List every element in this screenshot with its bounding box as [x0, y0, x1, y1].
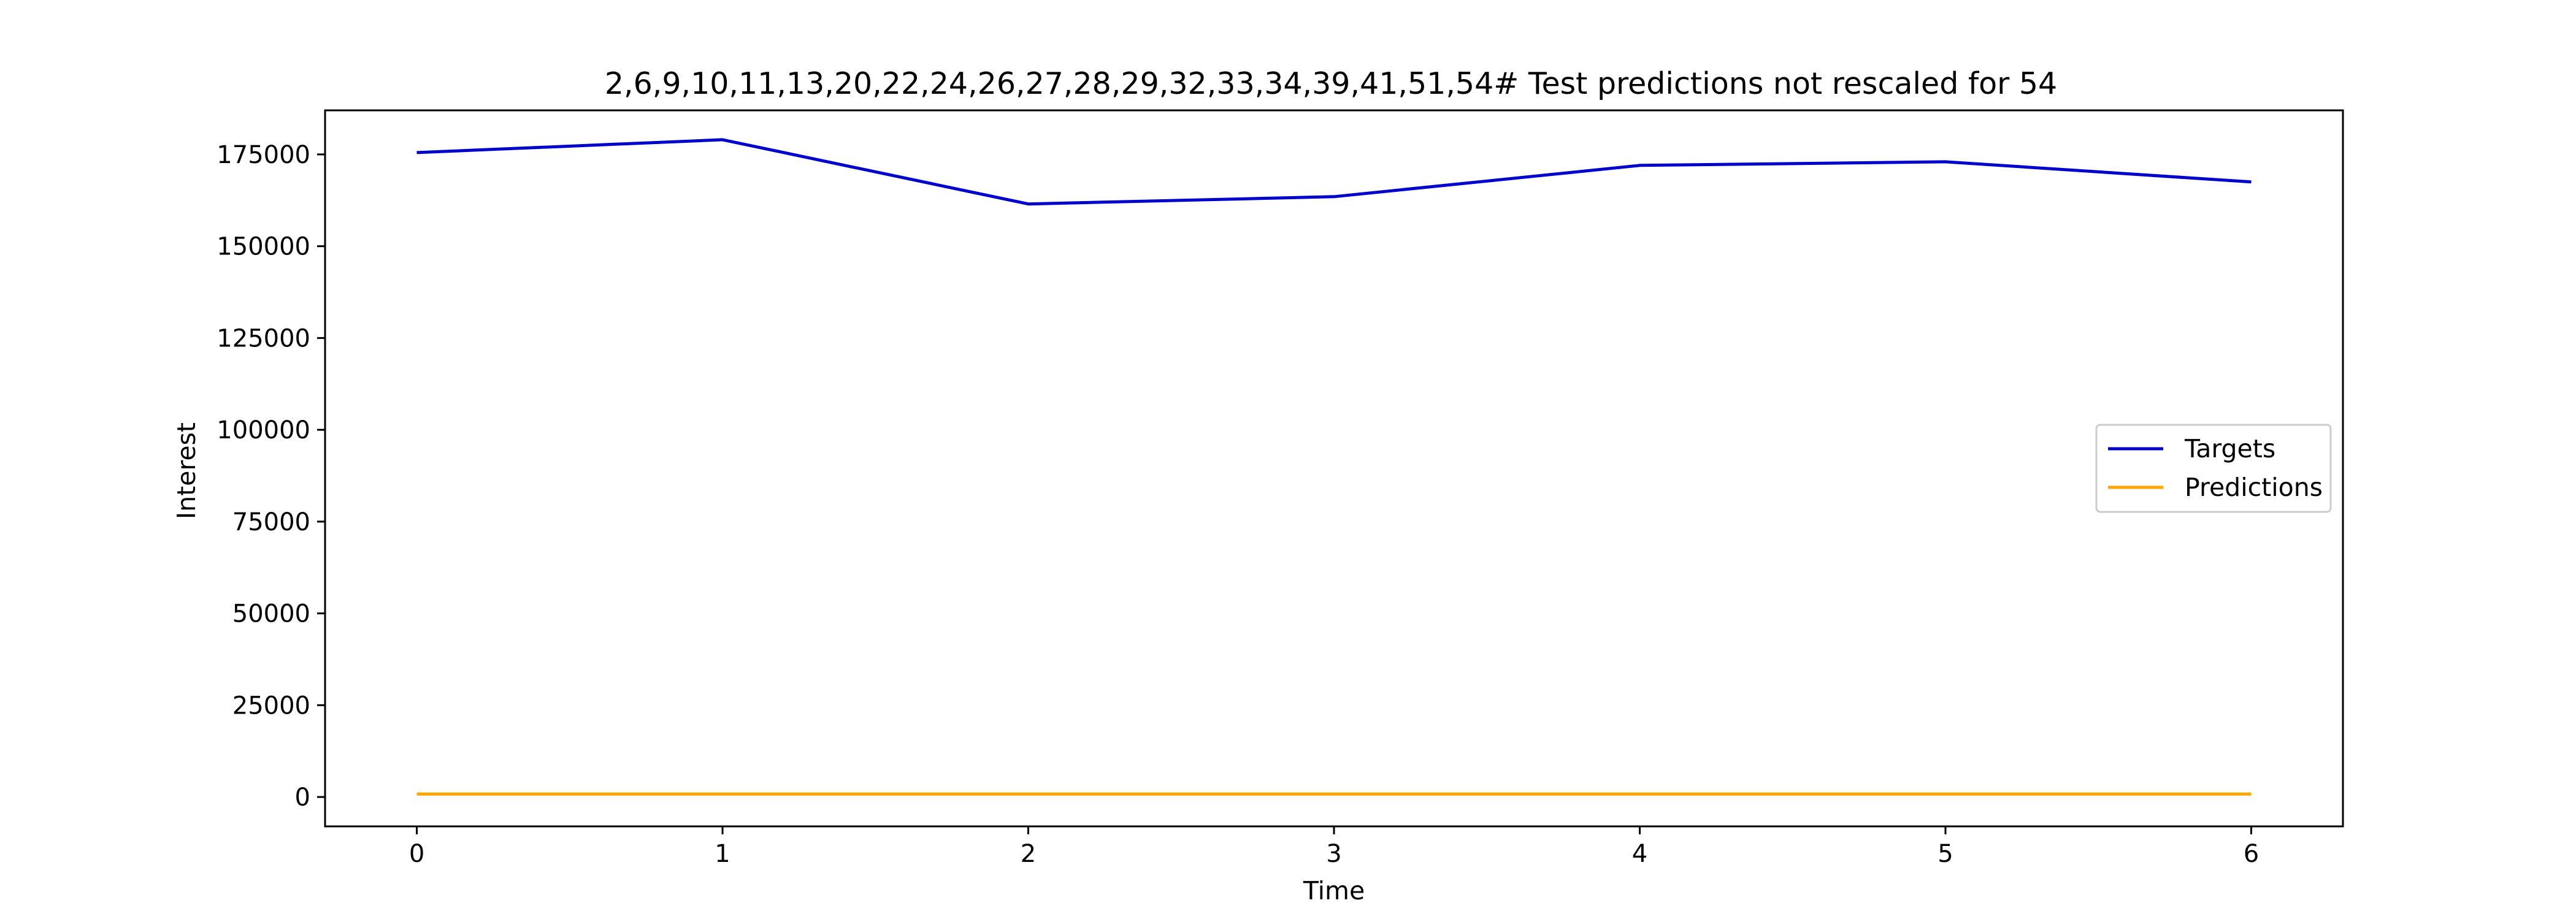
legend-entries: Targets Predictions: [2108, 434, 2323, 502]
y-tick-label: 150000: [217, 233, 310, 261]
y-tick-label: 125000: [217, 324, 310, 352]
x-tick-label: 3: [1326, 840, 1341, 868]
x-tick-label: 5: [1938, 840, 1953, 868]
plot-content: [416, 138, 2252, 796]
x-axis: 0 1 2 3 4 5 6: [409, 826, 2259, 868]
y-tick-label: 25000: [232, 691, 310, 720]
y-tick-label: 0: [295, 783, 310, 812]
plot-frame: [324, 109, 2344, 828]
y-tick-label: 100000: [217, 416, 310, 444]
y-tick-label: 175000: [217, 141, 310, 169]
y-tick-label: 50000: [232, 600, 310, 628]
x-tick-label: 4: [1632, 840, 1647, 868]
legend-label-predictions: Predictions: [2185, 473, 2323, 502]
y-axis: 0 25000 50000 75000 100000 125000 150000 175000: [217, 141, 325, 812]
chart-title: 2,6,9,10,11,13,20,22,24,26,27,28,29,32,3…: [605, 66, 2057, 101]
x-tick-label: 1: [715, 840, 730, 868]
y-axis-label: Interest: [172, 422, 201, 519]
x-tick-label: 6: [2244, 840, 2259, 868]
series-line-targets: [416, 138, 2252, 206]
x-tick-label: 0: [409, 840, 424, 868]
legend: Targets Predictions: [2095, 424, 2332, 513]
x-tick-label: 2: [1021, 840, 1036, 868]
legend-label-targets: Targets: [2184, 434, 2275, 463]
x-axis-label: Time: [1303, 876, 1365, 905]
legend-box: [2095, 424, 2332, 513]
y-tick-label: 75000: [232, 508, 310, 536]
